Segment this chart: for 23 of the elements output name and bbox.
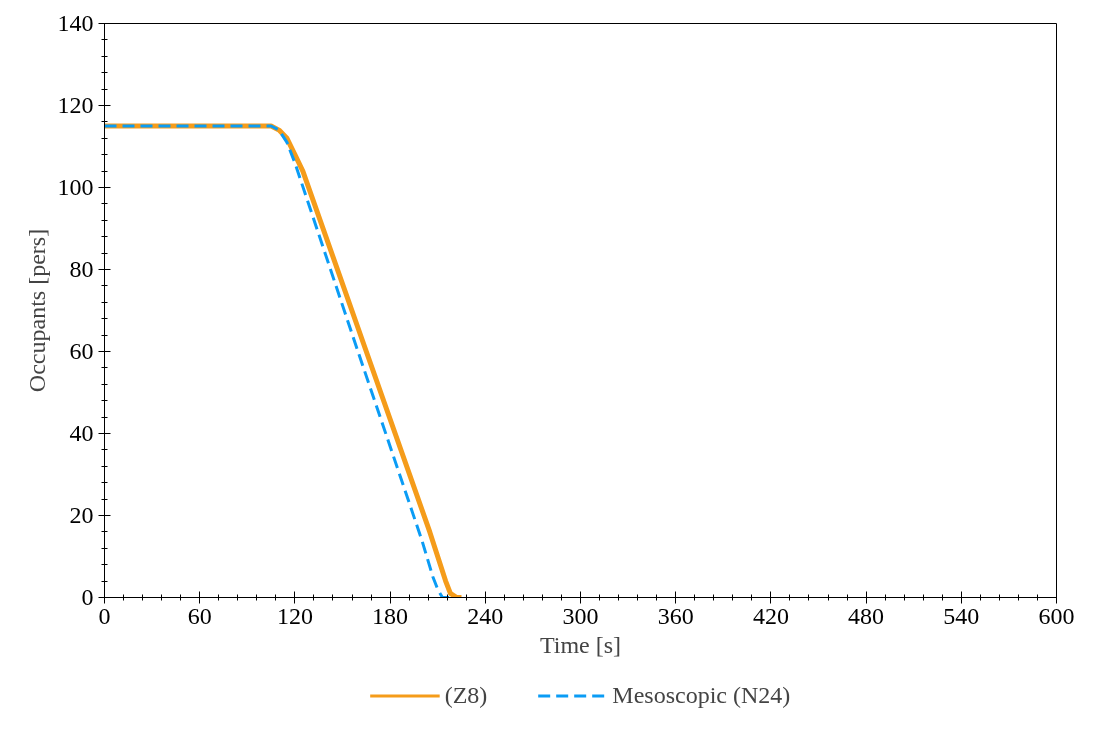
x-tick-label: 600 <box>1038 602 1075 629</box>
y-tick-label: 80 <box>69 256 94 282</box>
x-tick-label: 120 <box>276 602 313 629</box>
y-tick-label: 0 <box>81 584 94 610</box>
x-tick-label: 240 <box>467 602 504 629</box>
x-tick-label: 300 <box>562 602 599 629</box>
y-tick-label: 120 <box>57 92 94 118</box>
y-tick-label: 100 <box>57 174 94 200</box>
x-tick-label: 360 <box>657 602 694 629</box>
y-tick-label: 140 <box>57 10 94 36</box>
x-tick-label: 420 <box>752 602 789 629</box>
y-tick-label: 20 <box>69 502 94 528</box>
y-tick-label: 40 <box>69 420 94 446</box>
y-tick-label: 60 <box>69 338 94 364</box>
x-tick-label: 180 <box>372 602 409 629</box>
x-axis-title: Time [s] <box>539 631 622 658</box>
x-tick-label: 0 <box>98 602 111 629</box>
legend-label: Mesoscopic (N24) <box>612 681 791 709</box>
y-axis-title: Occupants [pers] <box>23 228 50 393</box>
legend-label: (Z8) <box>444 681 488 709</box>
x-tick-label: 480 <box>848 602 885 629</box>
x-tick-label: 60 <box>187 602 212 629</box>
x-tick-label: 540 <box>943 602 980 629</box>
